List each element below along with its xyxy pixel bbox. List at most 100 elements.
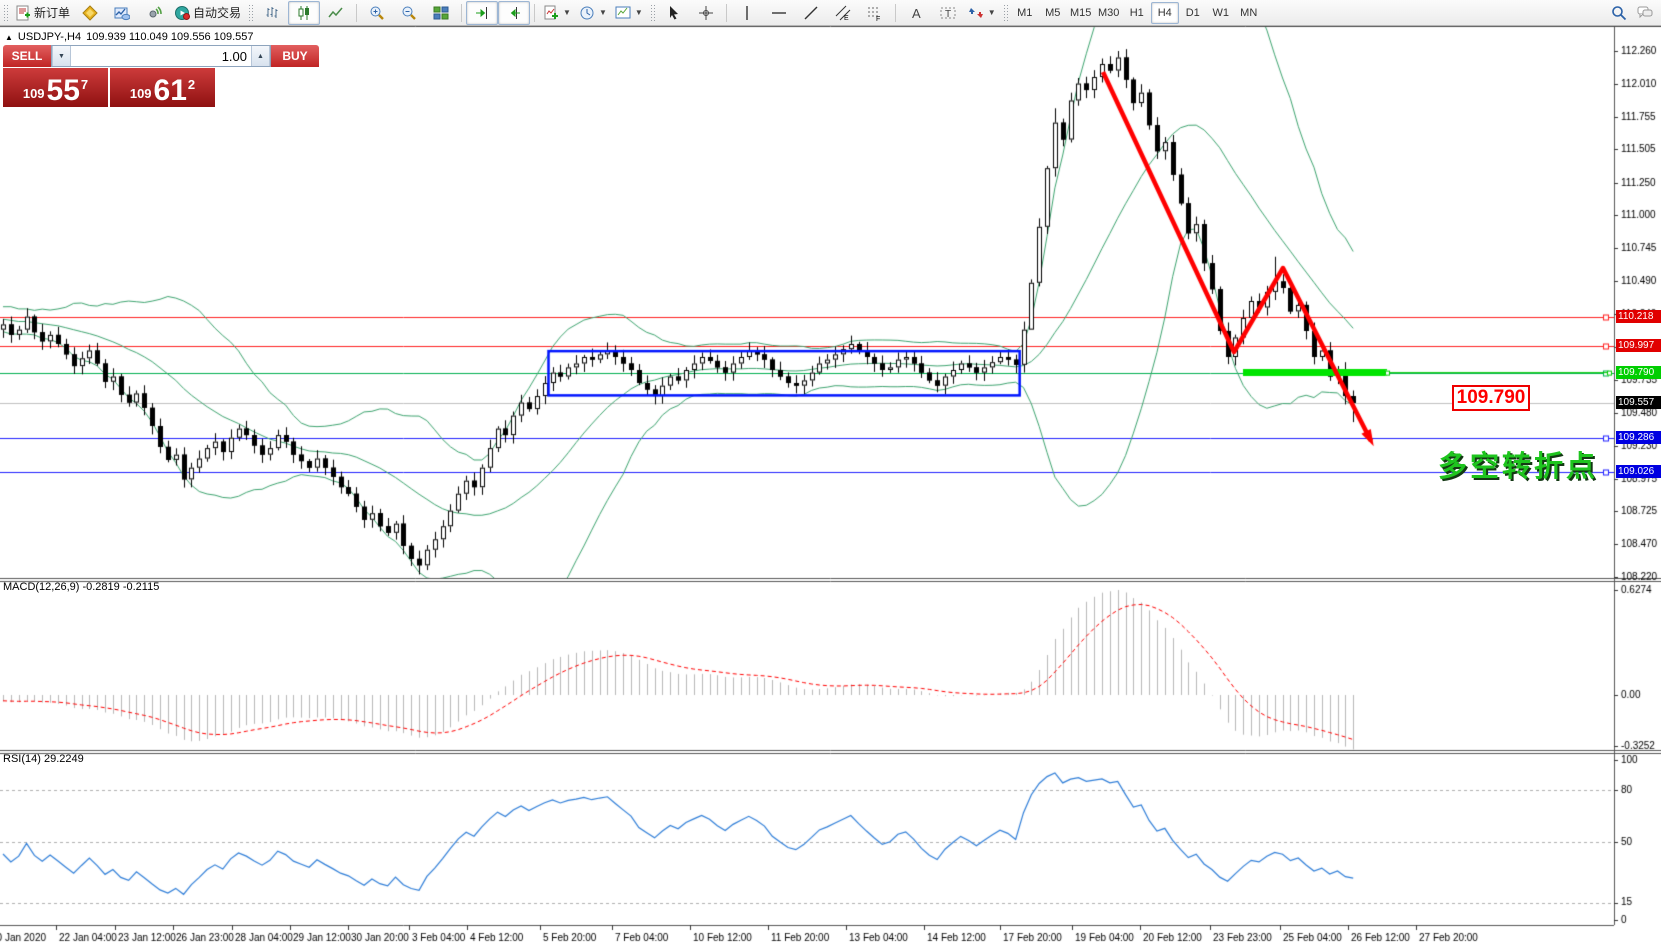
buy-price-panel[interactable]: 109 61 2 [110,68,215,107]
symbol-triangle-icon: ▲ [5,32,13,42]
buy-price-pips: 61 [153,74,187,107]
candlestick-chart-type-button[interactable] [288,0,321,25]
chart-title: ▲ USDJPY-,H4 109.939 110.049 109.556 109… [5,31,254,43]
svg-text:E: E [844,15,849,21]
one-click-trading-panel: SELL ▼ ▲ BUY 109 55 7 109 61 2 [3,45,319,107]
sell-button[interactable]: SELL [3,45,51,67]
vertical-line-tool-button[interactable] [731,1,763,25]
clock-icon [580,6,594,19]
fibonacci-tool-button[interactable]: F [859,1,891,25]
chart-shift-button[interactable] [498,0,531,25]
volume-increase-button[interactable]: ▲ [251,46,270,66]
timeframe-bar: M1 M5 M15 M30 H1 H4 D1 W1 MN [1011,1,1263,24]
bar-chart-type-button[interactable] [256,1,288,25]
zoom-out-button[interactable] [393,1,425,25]
ohlc-values: 109.939 110.049 109.556 109.557 [86,31,254,43]
timeframe-m30-button[interactable]: M30 [1098,6,1120,19]
new-order-icon [16,5,30,20]
vertical-line-icon [746,5,748,20]
signal-icon [149,5,162,17]
timeframe-m5-button[interactable]: M5 [1045,6,1061,19]
timeframe-m1-button[interactable]: M1 [1017,6,1033,19]
channel-tool-button[interactable]: E [827,1,859,25]
volume-input[interactable] [71,46,251,66]
crosshair-tool-button[interactable] [690,1,722,25]
bar-chart-icon [266,6,278,18]
sell-price-figure: 109 [22,86,45,101]
chat-icon[interactable] [1637,5,1653,21]
new-order-button[interactable]: 新订单 [11,1,74,25]
timeframe-mn-button[interactable]: MN [1240,6,1258,19]
horizontal-line-icon [771,11,786,14]
svg-text:T: T [945,9,951,20]
chart-shift-icon [510,6,521,19]
toolbar-separator [461,3,463,22]
zoom-out-icon [402,6,416,20]
channel-icon: E [835,5,851,21]
toolbar-separator [725,3,727,22]
sell-price-panel[interactable]: 109 55 7 [3,68,108,107]
line-chart-type-button[interactable] [320,1,352,25]
arrows-icon [968,7,983,18]
trendline-tool-button[interactable] [795,1,827,25]
market-charts-button[interactable] [106,1,138,25]
dropdown-arrow-icon: ▼ [563,8,571,17]
dropdown-arrow-icon: ▼ [987,8,996,17]
auto-scroll-button[interactable] [466,0,499,25]
volume-decrease-button[interactable]: ▼ [52,46,71,66]
timeframe-h1-button[interactable]: H1 [1129,6,1144,19]
macd-indicator-label: MACD(12,26,9) -0.2819 -0.2115 [3,581,160,593]
metaeditor-button[interactable] [74,1,106,25]
buy-button[interactable]: BUY [271,45,319,67]
toolbar: 新订单 自动交易 [0,0,1661,26]
auto-trading-label: 自动交易 [193,6,242,20]
indicators-button[interactable]: ▼ [539,1,575,25]
toolbar-separator [534,3,536,22]
new-order-label: 新订单 [34,6,71,20]
rsi-indicator-label: RSI(14) 29.2249 [3,753,84,765]
auto-scroll-icon [476,6,488,19]
turning-point-annotation[interactable]: 多空转折点 [1438,451,1599,483]
periods-button[interactable]: ▼ [575,1,611,25]
buy-price-point: 2 [187,77,196,92]
price-level-label: 109.026 [1616,465,1661,478]
toolbar-grip[interactable] [3,3,8,22]
buy-price-figure: 109 [129,86,152,101]
search-icon[interactable] [1611,5,1627,21]
cursor-icon [669,5,678,19]
arrows-tool-button[interactable]: ▼ [964,1,1000,25]
crosshair-icon [698,5,713,20]
line-chart-icon [328,7,343,17]
auto-trading-button[interactable]: 自动交易 [170,1,245,25]
dropdown-arrow-icon: ▼ [634,8,643,17]
chart-canvas[interactable] [0,26,1661,951]
toolbar-separator [356,3,358,22]
templates-button[interactable]: ▼ [611,1,647,25]
horizontal-line-tool-button[interactable] [763,1,795,25]
text-label-tool-button[interactable]: T [932,1,964,25]
toolbar-grip[interactable] [248,3,254,22]
zoom-in-button[interactable] [361,1,393,25]
timeframe-h4-button[interactable]: H4 [1150,1,1179,24]
charts-cloud-icon [114,7,131,20]
timeframe-d1-button[interactable]: D1 [1185,6,1200,19]
template-icon [615,6,631,18]
timeframe-m15-button[interactable]: M15 [1070,6,1092,19]
price-level-label: 109.286 [1616,431,1661,444]
toolbar-grip[interactable] [1002,3,1008,22]
auto-trading-icon [175,5,191,20]
price-level-label: 109.790 [1616,366,1661,379]
price-level-label: 109.557 [1616,396,1661,409]
trendline-icon [804,6,818,19]
toolbar-grip[interactable] [649,3,655,22]
sell-price-point: 7 [80,77,89,92]
cursor-tool-button[interactable] [658,1,690,25]
timeframe-w1-button[interactable]: W1 [1212,6,1229,19]
price-callout-box[interactable]: 109.790 [1452,385,1530,411]
tile-windows-button[interactable] [425,1,457,25]
dropdown-arrow-icon: ▼ [598,8,607,17]
signals-button[interactable] [138,1,170,25]
text-tool-button[interactable]: A [900,1,932,25]
chart-window: ▲ USDJPY-,H4 109.939 110.049 109.556 109… [0,26,1661,951]
